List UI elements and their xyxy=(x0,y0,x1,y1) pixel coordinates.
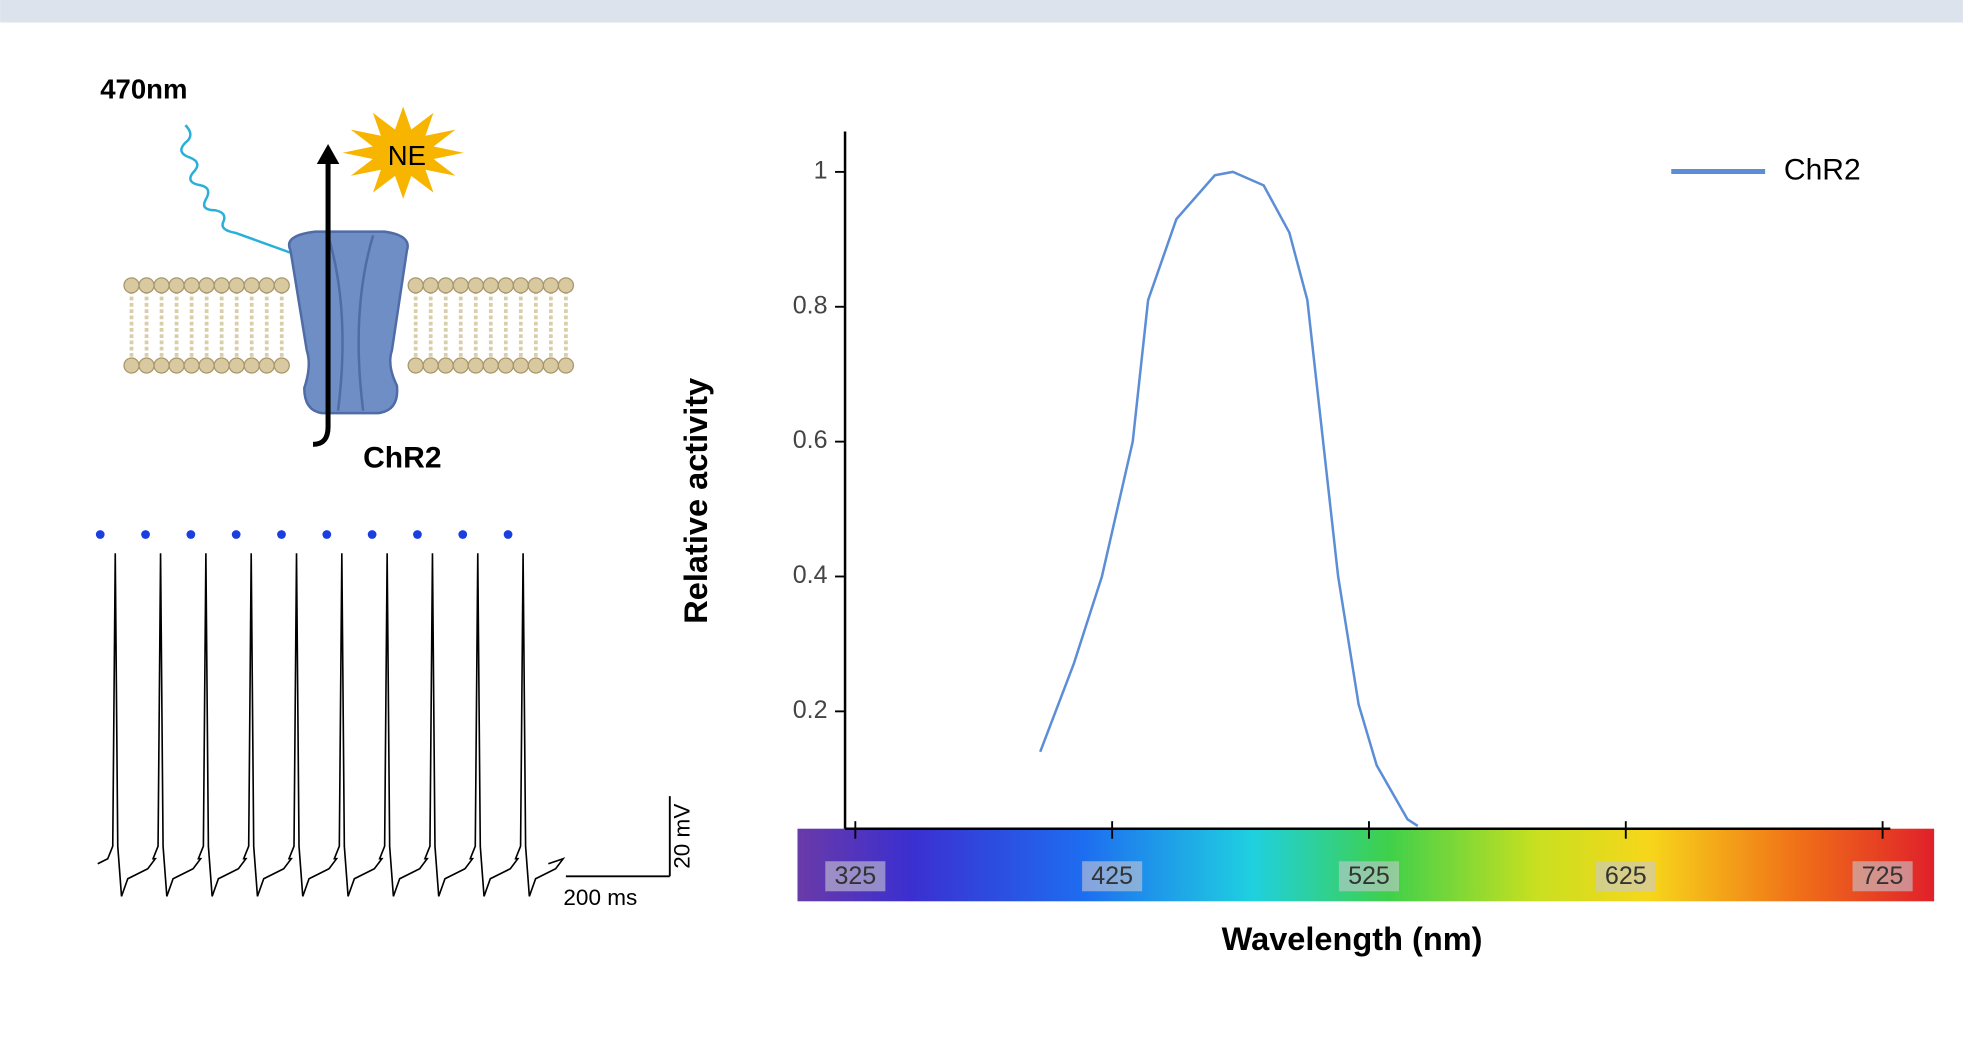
lipid-head xyxy=(407,357,424,374)
x-tick-label: 425 xyxy=(1091,862,1133,890)
lipid-head xyxy=(557,357,575,374)
lipid-head xyxy=(407,277,424,294)
y-tick-label: 0.2 xyxy=(793,696,828,724)
y-tick-label: 1 xyxy=(814,157,828,185)
lipid-head xyxy=(512,277,529,294)
spike-trace xyxy=(95,530,566,897)
lipid-head xyxy=(452,277,469,294)
lipid-head xyxy=(153,277,170,294)
lipid-head xyxy=(512,357,529,374)
lipid-head xyxy=(497,357,514,374)
time-scale-label: 200 ms xyxy=(563,885,637,910)
x-tick-label: 625 xyxy=(1605,862,1647,890)
lipid-head xyxy=(452,357,469,374)
lipid-head xyxy=(482,277,499,294)
lipid-head xyxy=(542,277,560,294)
lipid-head xyxy=(198,277,215,294)
lipid-head xyxy=(183,357,200,374)
membrane xyxy=(123,277,575,374)
channel xyxy=(287,230,409,415)
light-pulse xyxy=(231,530,241,539)
y-tick-label: 0.4 xyxy=(793,561,828,589)
lipid-head xyxy=(273,277,290,294)
lipid-head xyxy=(258,277,275,294)
light-pulse xyxy=(367,530,377,539)
legend-label: ChR2 xyxy=(1784,153,1861,186)
lipid-head xyxy=(153,357,170,374)
spectrum-line xyxy=(1039,170,1419,827)
x-tick-label-box xyxy=(1852,861,1913,892)
lipid-head xyxy=(243,277,260,294)
lipid-head xyxy=(123,277,140,294)
x-tick-label: 525 xyxy=(1348,862,1390,890)
lipid-head xyxy=(557,277,575,294)
light-pulse xyxy=(322,530,332,539)
light-pulse xyxy=(141,530,150,539)
light-wave xyxy=(180,124,299,257)
lipid-head xyxy=(213,277,230,294)
lipid-head xyxy=(497,277,514,294)
x-tick-label-box xyxy=(1082,861,1143,892)
light-pulse xyxy=(413,530,422,539)
x-axis-title: Wavelength (nm) xyxy=(1222,921,1483,957)
arrow-head xyxy=(316,143,340,164)
voltage-scale-label: 20 mV xyxy=(670,804,695,869)
lipid-head xyxy=(542,357,560,374)
y-axis-title: Relative activity xyxy=(678,378,714,624)
x-tick-label: 725 xyxy=(1862,862,1904,890)
optogenetics-diagram: 470nm NE ChR2 200 ms 20 mV xyxy=(95,74,695,910)
lipid-head xyxy=(422,357,439,374)
light-pulse xyxy=(503,530,513,539)
light-pulse xyxy=(458,530,468,539)
lipid-head xyxy=(467,277,484,294)
membrane-potential xyxy=(97,553,566,897)
channel-label: ChR2 xyxy=(363,441,441,474)
y-tick-label: 0.6 xyxy=(793,426,828,454)
light-pulse xyxy=(277,530,286,539)
light-pulse xyxy=(95,530,105,539)
x-tick-label-box xyxy=(1595,861,1656,892)
x-tick-label: 325 xyxy=(834,862,876,890)
lipid-head xyxy=(228,357,245,374)
lipid-head xyxy=(183,277,200,294)
ne-label: NE xyxy=(388,140,426,171)
lipid-head xyxy=(198,357,215,374)
lipid-head xyxy=(168,277,185,294)
lipid-head xyxy=(422,277,439,294)
channel-lines xyxy=(326,234,375,411)
lipid-head xyxy=(482,357,499,374)
x-tick-label-box xyxy=(825,861,886,892)
lipid-head xyxy=(467,357,484,374)
lipid-head xyxy=(273,357,290,374)
lipid-head xyxy=(123,357,140,374)
light-pulse xyxy=(186,530,196,539)
lipid-head xyxy=(138,277,155,294)
x-tick-label-box xyxy=(1338,861,1400,892)
lipid-head xyxy=(138,357,155,374)
lipid-head xyxy=(527,277,544,294)
top-band xyxy=(0,0,1963,23)
lipid-head xyxy=(168,357,185,374)
lipid-head xyxy=(228,277,245,294)
lipid-head xyxy=(213,357,230,374)
light-label: 470nm xyxy=(100,74,187,105)
lipid-head xyxy=(437,277,454,294)
lipid-head xyxy=(437,357,454,374)
arrow xyxy=(312,160,331,447)
lipid-head xyxy=(258,357,275,374)
lipid-head xyxy=(243,357,260,374)
lipid-head xyxy=(527,357,544,374)
ne-star xyxy=(342,106,464,199)
y-tick-label: 0.8 xyxy=(793,291,828,319)
